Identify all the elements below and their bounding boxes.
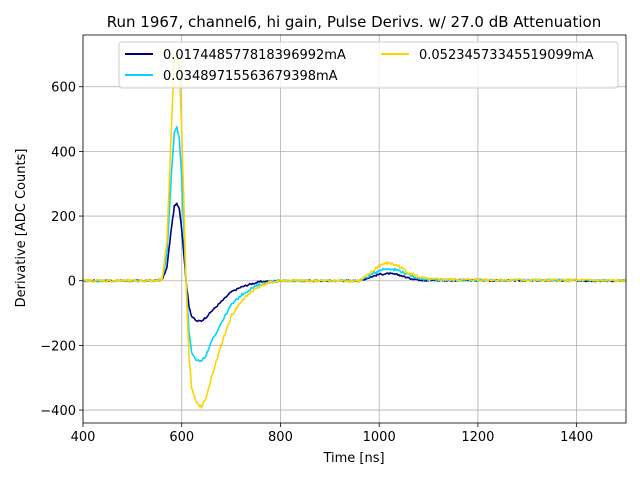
legend-label: 0.05234573345519099mA [419,48,594,63]
axis-ticks: 400 600 800 1000 1200 1400 −400 −200 0 200 400 600 [40,81,593,445]
legend-label: 0.017448577818396992mA [163,48,346,63]
chart-title: Run 1967, channel6, hi gain, Pulse Deriv… [107,13,601,31]
x-tick-label: 400 [71,430,96,445]
x-tick-label: 800 [268,430,293,445]
y-tick-label: 200 [51,210,76,225]
plot-frame [82,34,627,424]
x-tick-label: 1200 [461,430,494,445]
y-tick-label: 600 [51,81,76,96]
x-tick-label: 1000 [363,430,396,445]
y-tick-label: 400 [51,145,76,160]
legend-label: 0.03489715563679398mA [163,69,338,84]
legend: 0.017448577818396992mA 0.0348971556367939… [118,41,619,89]
x-tick-label: 600 [169,430,194,445]
legend-box [118,41,619,89]
x-tick-label: 1400 [560,430,593,445]
y-axis-label: Derivative [ADC Counts] [14,149,29,308]
y-tick-label: −200 [40,339,76,354]
y-tick-label: −400 [40,404,76,419]
x-axis-label: Time [ns] [322,451,384,466]
y-tick-label: 0 [68,275,76,290]
